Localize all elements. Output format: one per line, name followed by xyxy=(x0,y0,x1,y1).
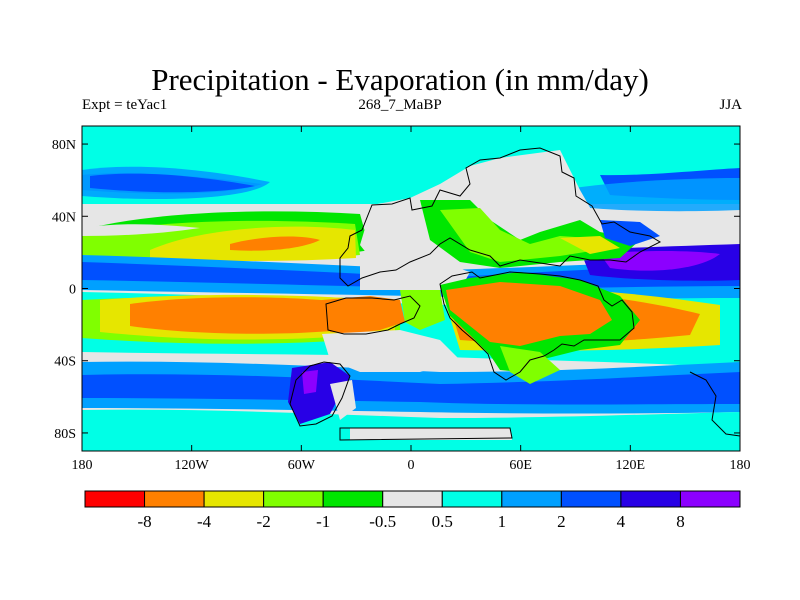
land-polar-violet xyxy=(302,370,318,394)
y-tick-label: 40S xyxy=(54,355,76,370)
coastline-east-peninsula xyxy=(689,371,740,437)
map-field xyxy=(82,126,740,451)
colorbar-label: -1 xyxy=(316,512,330,531)
contour-equator-violet xyxy=(600,251,720,271)
colorbar-label: -4 xyxy=(197,512,212,531)
y-tick-label: 0 xyxy=(69,283,76,298)
y-tick-label: 40N xyxy=(52,210,76,225)
contour-antarctic-white xyxy=(350,428,512,440)
land-north-blue xyxy=(600,220,660,246)
x-tick-label: 120E xyxy=(616,458,646,473)
y-axis: 80N 40N 0 40S 80S xyxy=(52,138,740,442)
colorbar-label: 4 xyxy=(617,512,626,531)
colorbar-swatch xyxy=(620,490,681,508)
colorbar-swatch xyxy=(560,490,622,508)
colorbar: -8 -4 -2 -1 -0.5 0.5 1 2 4 8 xyxy=(84,490,741,531)
coastlines xyxy=(289,147,740,441)
x-tick-label: 180 xyxy=(730,458,751,473)
season-label: JJA xyxy=(719,97,742,113)
colorbar-swatch xyxy=(144,490,205,508)
contour-south-subtropic-orange xyxy=(130,297,360,334)
colorbar-label: -8 xyxy=(137,512,151,531)
colorbar-swatch xyxy=(322,490,384,508)
colorbar-swatch xyxy=(382,490,443,508)
colorbar-label: 2 xyxy=(557,512,566,531)
colorbar-swatch xyxy=(84,490,146,508)
experiment-label: Expt = teYac1 xyxy=(82,97,168,113)
coastline-south xyxy=(439,271,635,381)
colorbar-label: 1 xyxy=(498,512,507,531)
colorbar-swatch xyxy=(203,490,265,508)
contour-north-subtropic-orange xyxy=(230,236,320,251)
y-tick-label: 80S xyxy=(54,427,76,442)
x-tick-label: 0 xyxy=(408,458,415,473)
x-axis: 180 120W 60W 0 60E 120E 180 xyxy=(72,126,751,473)
colorbar-swatch xyxy=(679,490,741,508)
colorbar-label: 8 xyxy=(676,512,685,531)
land-west-white xyxy=(322,330,460,372)
coastline-antarctic-shelf xyxy=(339,427,513,441)
colorbar-label: -0.5 xyxy=(369,512,396,531)
land-north-lightgreen xyxy=(440,208,610,262)
contour-north-atlantic-lightblue xyxy=(560,178,740,212)
coastline-polar xyxy=(289,361,351,427)
colorbar-swatch xyxy=(263,490,324,508)
colorbar-label: -2 xyxy=(257,512,271,531)
contour-south-ocean-blue xyxy=(82,372,740,405)
land-north-yellow xyxy=(560,236,620,254)
colorbar-swatch xyxy=(441,490,503,508)
land-south-orange xyxy=(446,282,612,346)
contour-north-pacific-blue2 xyxy=(90,173,255,193)
land-west-lightgreen xyxy=(400,290,445,330)
contour-north-subtropic-white xyxy=(82,224,200,236)
x-tick-label: 60E xyxy=(509,458,532,473)
x-tick-label: 180 xyxy=(72,458,93,473)
colorbar-label: 0.5 xyxy=(432,512,453,531)
land-polar-white xyxy=(330,380,356,420)
x-tick-label: 120W xyxy=(175,458,210,473)
case-label: 268_7_MaBP xyxy=(358,97,442,113)
plot-title: Precipitation - Evaporation (in mm/day) xyxy=(151,62,649,97)
x-tick-label: 60W xyxy=(288,458,316,473)
coastline-north xyxy=(339,147,662,287)
land-west-orange xyxy=(322,296,405,334)
y-tick-label: 80N xyxy=(52,138,76,153)
coastline-west xyxy=(325,295,421,335)
colorbar-swatch xyxy=(501,490,562,508)
